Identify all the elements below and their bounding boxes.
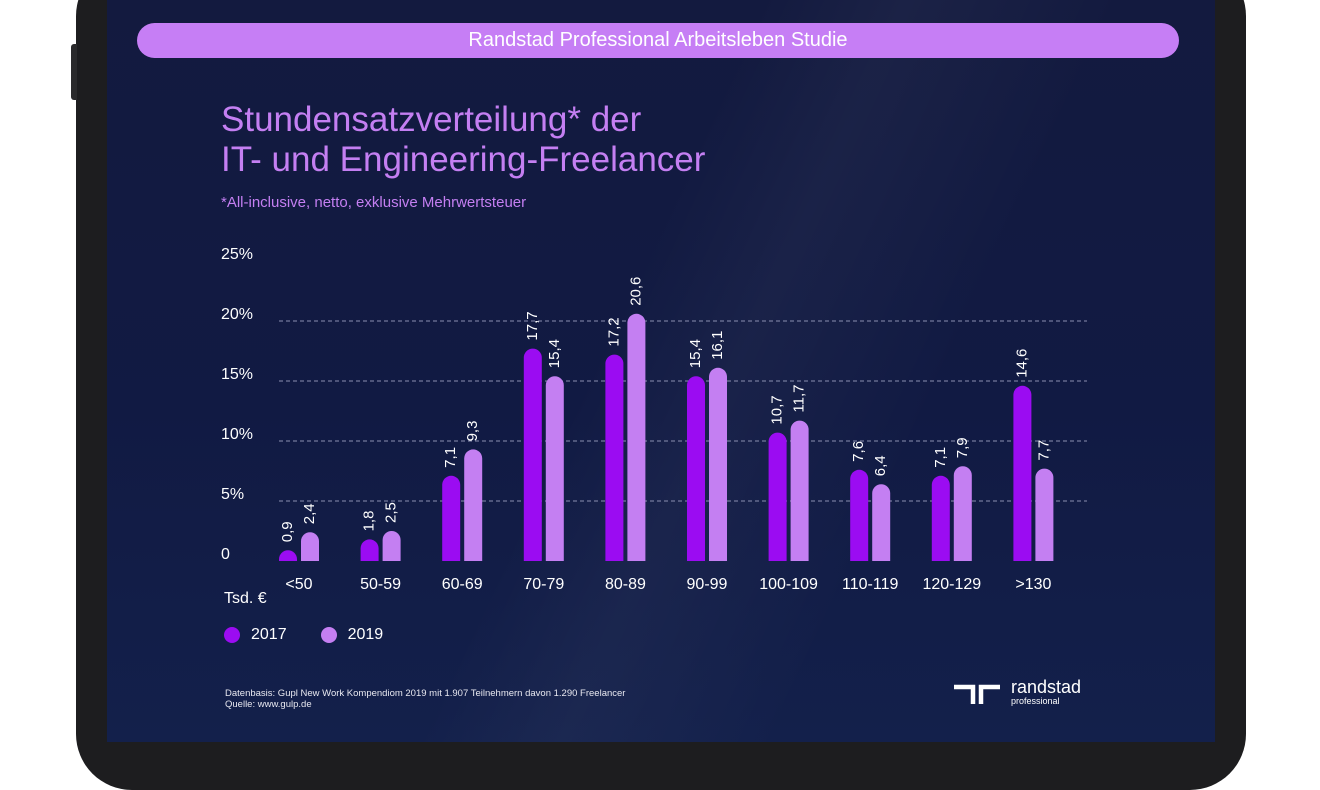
bar-value-label: 7,1 xyxy=(442,447,459,468)
legend-label-2017: 2017 xyxy=(251,626,287,643)
x-category-label: 120-129 xyxy=(922,576,981,593)
chart-title: Stundensatzverteilung* der IT- und Engin… xyxy=(221,100,705,180)
footnote-source: Quelle: www.gulp.de xyxy=(225,699,312,710)
legend-item-2019: 2019 xyxy=(320,626,384,644)
randstad-logo: randstad professional xyxy=(953,678,1081,706)
x-category-label: 50-59 xyxy=(360,576,401,593)
bar-value-label: 17,7 xyxy=(524,311,541,340)
bar-value-label: 9,3 xyxy=(464,421,481,442)
x-category-label: 80-89 xyxy=(605,576,646,593)
bar-value-label: 2,4 xyxy=(301,503,318,524)
study-banner: Randstad Professional Arbeitsleben Studi… xyxy=(137,23,1179,58)
bar-2017 xyxy=(605,354,624,561)
bar-value-label: 2,5 xyxy=(383,502,400,523)
y-tick-label: 15% xyxy=(221,366,253,383)
logo-subline: professional xyxy=(1011,696,1060,706)
bar-value-label: 7,7 xyxy=(1035,440,1052,461)
bar-2019 xyxy=(872,484,891,561)
footnote-data-basis: Datenbasis: Gupl New Work Kompendiom 201… xyxy=(225,688,626,699)
x-category-label: 70-79 xyxy=(523,576,564,593)
bar-2017 xyxy=(687,376,705,561)
bar-value-label: 0,9 xyxy=(279,521,296,542)
bar-value-label: 10,7 xyxy=(769,395,786,424)
bar-2017 xyxy=(850,469,869,561)
bar-value-label: 6,4 xyxy=(872,455,889,476)
bar-2019 xyxy=(627,313,646,561)
bar-2019 xyxy=(953,466,972,561)
logo-wordmark: randstad professional xyxy=(1011,678,1081,706)
source-footnote: Datenbasis: Gupl New Work Kompendiom 201… xyxy=(225,688,625,710)
chart-title-line-2: IT- und Engineering-Freelancer xyxy=(221,140,706,179)
bar-value-label: 11,7 xyxy=(791,385,808,413)
bar-chart: 0 5% 10% 15% 20% 25% 0,9 2,4 <50 1,8 2,5 50-59 7,1 9,… xyxy=(221,246,1087,593)
x-category-label: >130 xyxy=(1015,576,1051,593)
bar-value-label: 7,6 xyxy=(850,441,867,462)
bar-value-label: 1,8 xyxy=(361,511,378,532)
tablet-screen: Randstad Professional Arbeitsleben Studi… xyxy=(107,0,1215,742)
legend-item-2017: 2017 xyxy=(224,626,287,644)
logo-name: randstad xyxy=(1011,677,1082,697)
bar-2017 xyxy=(279,550,297,561)
tablet-side-button xyxy=(71,44,77,100)
bar-2019 xyxy=(464,449,483,561)
bar-value-label: 17,2 xyxy=(605,317,622,346)
bar-2017 xyxy=(442,475,461,561)
y-tick-label: 20% xyxy=(221,306,253,323)
bar-2019 xyxy=(301,532,319,561)
y-tick-label: 0 xyxy=(221,546,230,563)
x-category-label: 100-109 xyxy=(759,576,818,593)
x-category-label: <50 xyxy=(285,576,312,593)
x-category-label: 60-69 xyxy=(442,576,483,593)
bar-2017 xyxy=(931,475,950,561)
chart-legend: 2017 2019 xyxy=(224,626,383,644)
x-axis-unit-label: Tsd. € xyxy=(224,590,267,607)
chart-title-line-1: Stundensatzverteilung* der xyxy=(221,100,642,139)
bar-value-label: 14,6 xyxy=(1013,349,1030,378)
bar-2019 xyxy=(709,367,727,561)
bar-2017 xyxy=(360,539,379,561)
bar-value-label: 7,1 xyxy=(932,447,949,468)
legend-dot-2017-icon xyxy=(224,627,240,643)
bar-value-label: 16,1 xyxy=(709,331,726,360)
bar-value-label: 7,9 xyxy=(954,437,971,458)
legend-dot-2019-icon xyxy=(320,627,337,643)
bar-2019 xyxy=(382,531,401,561)
bar-2017 xyxy=(768,432,787,561)
y-tick-label: 25% xyxy=(221,246,253,263)
x-category-label: 90-99 xyxy=(687,576,728,593)
legend-label-2019: 2019 xyxy=(347,626,384,643)
bar-2017 xyxy=(1013,385,1032,561)
bar-2019 xyxy=(790,420,809,561)
bar-2019 xyxy=(545,376,564,561)
bar-value-label: 20,6 xyxy=(627,277,644,306)
x-category-label: 110-119 xyxy=(842,576,898,593)
bar-value-label: 15,4 xyxy=(546,339,563,368)
y-tick-label: 10% xyxy=(221,426,253,443)
chart-subtitle: *All-inclusive, netto, exklusive Mehrwer… xyxy=(221,194,527,211)
bar-value-label: 15,4 xyxy=(687,339,704,368)
y-tick-label: 5% xyxy=(221,486,244,503)
bar-2019 xyxy=(1035,468,1054,561)
bar-2017 xyxy=(523,348,542,561)
randstad-mark-icon xyxy=(954,684,1000,704)
